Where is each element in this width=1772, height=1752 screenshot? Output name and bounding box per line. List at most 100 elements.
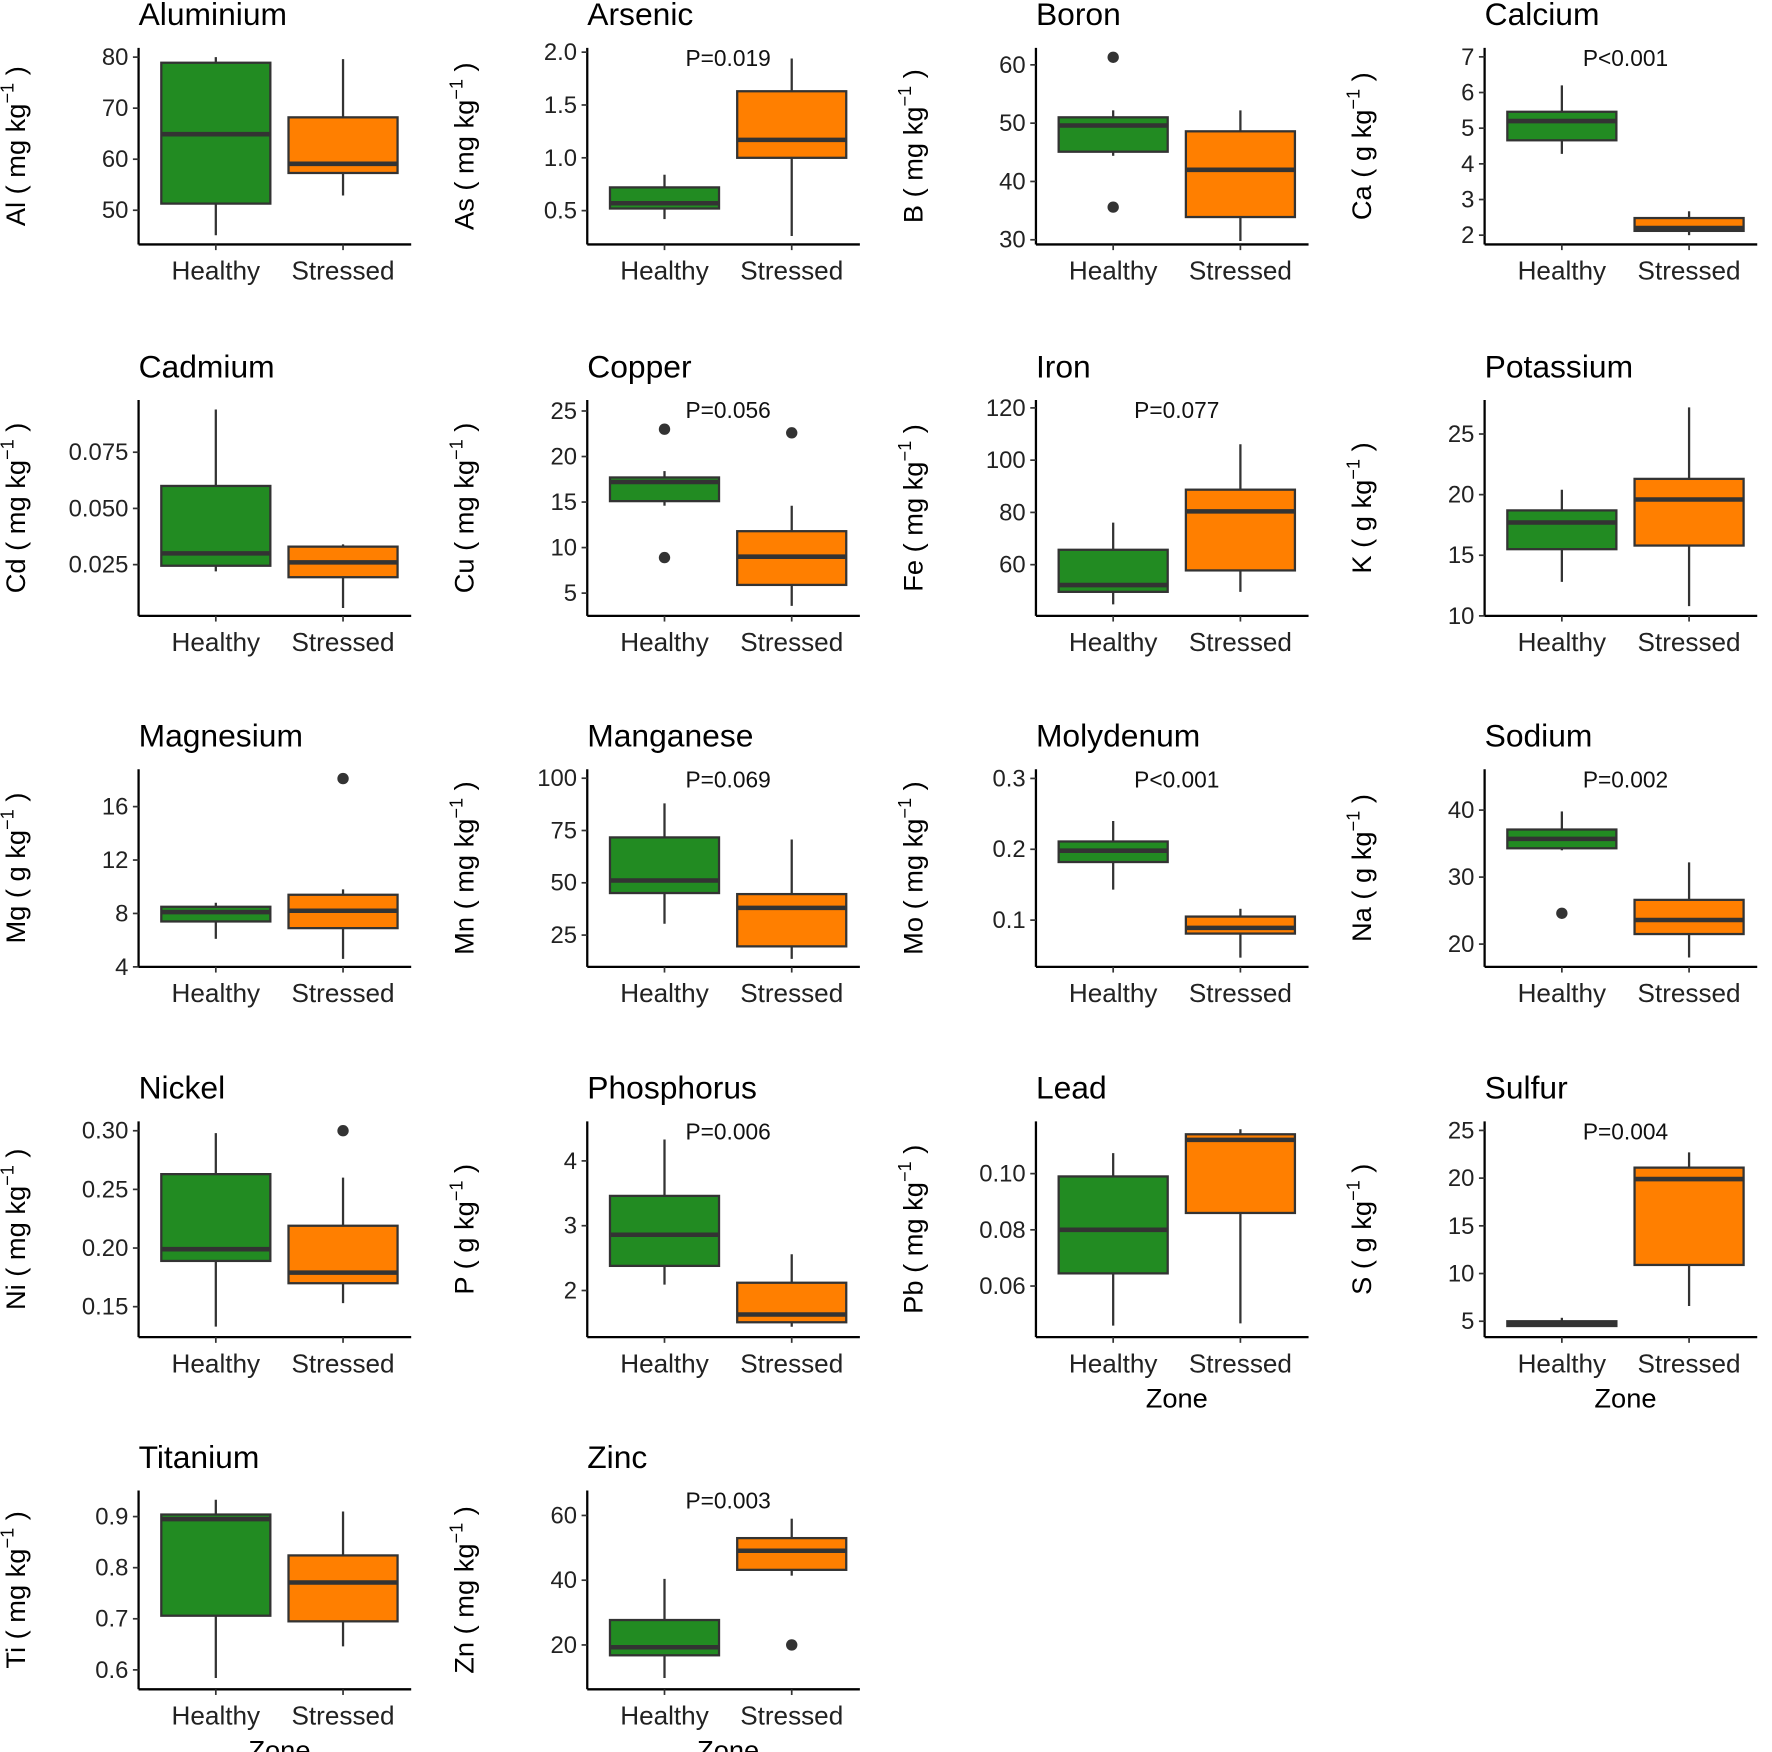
panel-nickel: Nickel Ni ( mg kg−1 ) 0.15 0.20 0.25 0.30 Heal… — [0, 1070, 412, 1378]
outlier-point — [337, 1125, 349, 1137]
y-tick-label: 80 — [102, 44, 129, 71]
y-tick-label: 25 — [551, 922, 578, 949]
y-tick-label: 60 — [102, 146, 129, 173]
y-axis-label-end: ) — [449, 1506, 480, 1523]
y-axis-label: Mg ( g kg−1 ) — [0, 793, 31, 944]
y-axis-label-exponent: −1 — [895, 441, 915, 462]
y-tick-label: 0.08 — [979, 1217, 1025, 1244]
y-axis-label: Zn ( mg kg−1 ) — [446, 1506, 479, 1674]
panel-sodium: Sodium Na ( g kg−1 ) 20 30 40 P=0.002 Healthy S… — [1344, 718, 1758, 1008]
y-axis-label-text: P ( g kg — [449, 1201, 480, 1294]
box-stressed — [1633, 211, 1745, 236]
x-tick-label: Stressed — [740, 978, 843, 1008]
box-iqr — [1184, 488, 1297, 572]
box-stressed — [736, 839, 848, 959]
y-axis-label: Na ( g kg−1 ) — [1344, 794, 1377, 942]
outlier-point — [658, 423, 671, 435]
box-iqr — [1633, 477, 1745, 547]
x-axis-label: Zone — [697, 1735, 759, 1752]
y-axis-label: Pb ( mg kg−1 ) — [895, 1145, 928, 1314]
y-tick-label: 4 — [1461, 151, 1474, 178]
box-iqr — [160, 1513, 272, 1617]
x-tick-label: Healthy — [172, 1701, 261, 1731]
panel-title: Zinc — [587, 1439, 647, 1475]
y-axis-label-exponent: −1 — [895, 86, 915, 107]
y-axis-label: Mo ( mg kg−1 ) — [895, 781, 928, 955]
box-healthy — [160, 1499, 272, 1679]
y-axis-label-end: ) — [0, 793, 31, 810]
x-tick-label: Healthy — [1518, 978, 1607, 1008]
panel-title: Aluminium — [139, 0, 287, 32]
x-tick-label: Healthy — [1069, 627, 1158, 657]
x-axis-label: Zone — [1146, 1383, 1208, 1414]
panel-cadmium: Cadmium Cd ( mg kg−1 ) 0.025 0.050 0.075 Heal… — [0, 348, 412, 657]
box-iqr — [1057, 116, 1169, 153]
box-stressed — [736, 58, 848, 236]
box-healthy — [1506, 1317, 1618, 1328]
panel-aluminium: Aluminium Al ( mg kg−1 ) 50 60 70 80 Healthy St… — [0, 0, 412, 286]
x-tick-label: Healthy — [172, 627, 261, 657]
y-axis-label: Ca ( g kg−1 ) — [1344, 72, 1377, 220]
y-axis-label: Cd ( mg kg−1 ) — [0, 423, 31, 594]
y-axis-label: K ( g kg−1 ) — [1344, 442, 1377, 573]
p-value-label: P=0.019 — [686, 45, 771, 71]
panel-copper: Copper Cu ( mg kg−1 ) 5 10 15 20 25 P=0.056 Heal… — [446, 348, 860, 657]
y-axis-label: Cu ( mg kg−1 ) — [446, 423, 479, 594]
box-stressed — [1184, 908, 1297, 958]
y-axis-label-exponent: −1 — [446, 79, 466, 100]
y-axis-label-end: ) — [449, 1164, 480, 1181]
x-tick-label: Healthy — [1518, 627, 1607, 657]
y-axis-label: As ( mg kg−1 ) — [446, 62, 479, 230]
y-tick-label: 0.10 — [979, 1161, 1025, 1188]
panel-sulfur: Sulfur S ( g kg−1 ) 5 10 15 20 25 P=0.004 Health… — [1344, 1070, 1758, 1414]
y-tick-label: 2 — [564, 1277, 577, 1304]
y-axis-label: Ti ( mg kg−1 ) — [0, 1511, 31, 1668]
panel-title: Arsenic — [587, 0, 693, 32]
y-tick-label: 4 — [115, 954, 128, 981]
y-axis-label: P ( g kg−1 ) — [446, 1164, 479, 1295]
y-axis-label-end: ) — [897, 424, 928, 441]
outlier-point — [1107, 201, 1119, 213]
y-tick-label: 0.9 — [95, 1504, 128, 1531]
y-axis-label-text: Mg ( g kg — [0, 830, 31, 944]
y-axis-label-text: Mn ( mg kg — [449, 819, 480, 955]
y-axis-label-exponent: −1 — [0, 1165, 18, 1186]
p-value-label: P=0.006 — [686, 1119, 771, 1145]
panel-title: Manganese — [587, 718, 753, 754]
box-iqr — [1057, 1175, 1169, 1275]
panel-title: Magnesium — [139, 718, 303, 754]
y-axis-label-exponent: −1 — [446, 439, 466, 460]
y-tick-label: 16 — [102, 794, 129, 821]
y-tick-label: 15 — [551, 489, 578, 516]
y-axis-label-text: Cu ( mg kg — [449, 460, 480, 593]
panel-title: Sodium — [1485, 718, 1593, 754]
p-value-label: P=0.069 — [686, 766, 771, 792]
y-tick-label: 20 — [551, 443, 578, 470]
panel-title: Molydenum — [1036, 718, 1200, 754]
x-tick-label: Stressed — [1638, 256, 1741, 286]
panel-title: Lead — [1036, 1070, 1107, 1106]
y-tick-label: 20 — [1448, 482, 1475, 509]
outlier-point — [658, 551, 671, 564]
y-tick-label: 0.30 — [82, 1118, 128, 1145]
box-iqr — [1506, 509, 1618, 551]
y-tick-label: 0.2 — [993, 836, 1026, 863]
box-stressed — [287, 59, 399, 196]
y-tick-label: 70 — [102, 95, 129, 122]
panel-calcium: Calcium Ca ( g kg−1 ) 2 3 4 5 6 7 P<0.001 Healthy… — [1344, 0, 1758, 286]
x-axis-label: Zone — [248, 1735, 310, 1752]
y-tick-label: 0.3 — [993, 765, 1026, 792]
box-stressed — [736, 1254, 848, 1327]
panel-potassium: Potassium K ( g kg−1 ) 10 15 20 25 Healthy Stre… — [1344, 348, 1758, 657]
y-axis-label-text: Fe ( mg kg — [897, 462, 928, 592]
panel-titanium: Titanium Ti ( mg kg−1 ) 0.6 0.7 0.8 0.9 Health… — [0, 1439, 412, 1752]
x-tick-label: Stressed — [740, 1348, 843, 1378]
y-axis-label-text: Ca ( g kg — [1346, 110, 1377, 221]
y-tick-label: 0.6 — [95, 1657, 128, 1684]
y-axis-label-text: Zn ( mg kg — [449, 1543, 480, 1673]
y-axis-label-text: Cd ( mg kg — [0, 460, 31, 593]
box-healthy — [1057, 820, 1169, 890]
box-stressed — [1184, 1129, 1297, 1324]
x-tick-label: Stressed — [1638, 978, 1741, 1008]
p-value-label: P=0.002 — [1583, 766, 1668, 792]
